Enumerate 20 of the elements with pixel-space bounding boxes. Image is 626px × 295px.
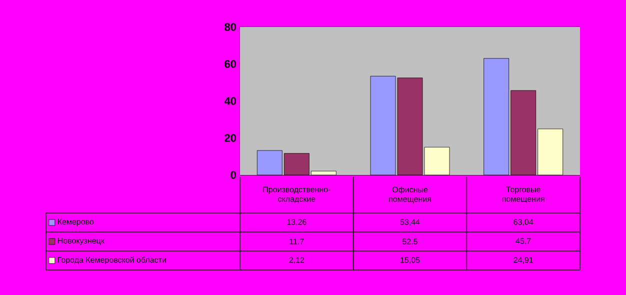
data-label: 24,91 [514,257,533,264]
y-tick-label: 60 [224,60,236,68]
x-tick-label: Производственно-складские [263,186,330,204]
data-label: 45,7 [516,238,531,245]
legend-label: Новокузнецк [58,238,104,246]
data-label: 13,26 [287,219,306,226]
y-tick-label: 80 [224,23,236,31]
legend-label: Кемерово [58,218,94,226]
x-tick-label: Торговые помещения [502,186,544,204]
data-label: 53,44 [400,219,420,226]
legend-label: Города Кемеровской области [58,256,166,264]
data-label: 15,05 [400,257,420,264]
data-label: 2,12 [289,257,304,264]
data-label: 11.7 [290,238,304,244]
data-label: 52.5 [402,238,418,244]
x-tick-label: Офисные помещения [389,186,431,204]
y-tick-label: 20 [224,134,236,142]
y-tick-label: 40 [224,97,236,105]
data-label: 63,04 [514,219,534,226]
y-tick-label: 0 [230,171,236,179]
